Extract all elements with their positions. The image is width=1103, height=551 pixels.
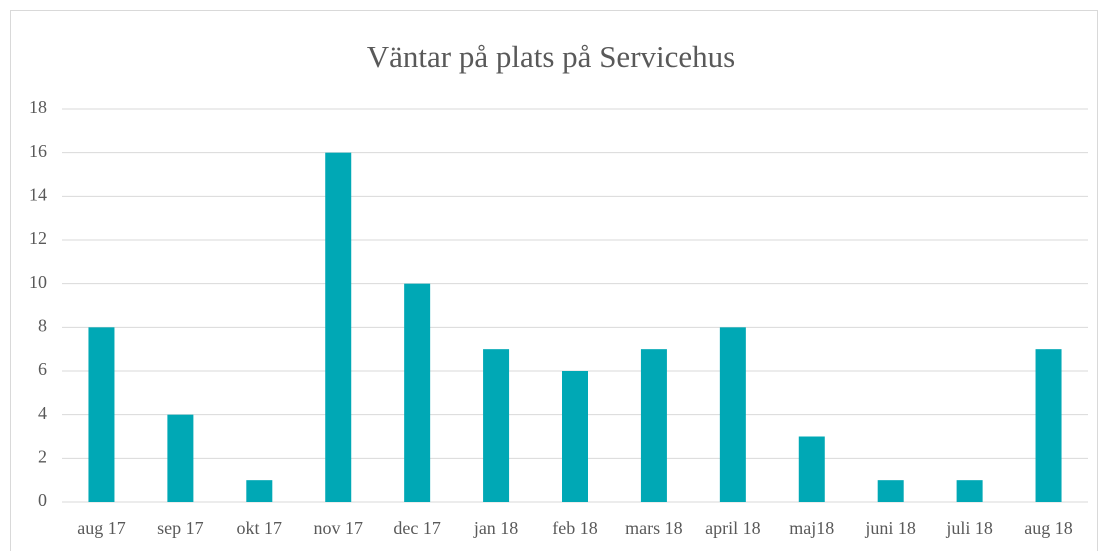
x-tick-label: nov 17 [313,518,363,538]
x-tick-label: dec 17 [393,518,440,538]
bar [640,349,667,502]
bar [246,480,273,502]
bar [325,152,352,502]
bar [719,327,746,502]
bar [562,371,588,502]
x-tick-label: juli 18 [945,518,993,538]
x-tick-label: juni 18 [864,518,916,538]
x-tick-label: jan 18 [473,518,519,538]
x-tick-label: aug 17 [77,518,126,538]
y-tick-label: 10 [29,272,47,292]
x-tick-label: maj18 [789,518,834,538]
bar [404,283,431,502]
bar [798,436,825,502]
x-tick-label: feb 18 [552,518,597,538]
bar [483,349,510,502]
y-tick-label: 0 [38,490,47,510]
y-tick-label: 6 [38,359,47,379]
y-tick-label: 4 [38,403,47,423]
y-tick-label: 18 [29,97,47,117]
chart-title: Väntar på plats på Servicehus [367,39,735,74]
y-tick-label: 2 [38,446,47,466]
x-tick-label: april 18 [705,518,761,538]
bar [167,414,194,502]
x-tick-label: okt 17 [237,518,283,538]
x-tick-label: sep 17 [157,518,204,538]
bar [88,327,115,502]
y-tick-label: 14 [29,184,47,204]
y-tick-label: 8 [38,315,47,335]
bar [1035,349,1062,502]
bar [877,480,904,502]
y-tick-label: 12 [29,228,47,248]
x-tick-label: mars 18 [625,518,683,538]
bar [956,480,983,502]
x-tick-label: aug 18 [1024,518,1073,538]
y-tick-label: 16 [29,141,47,161]
